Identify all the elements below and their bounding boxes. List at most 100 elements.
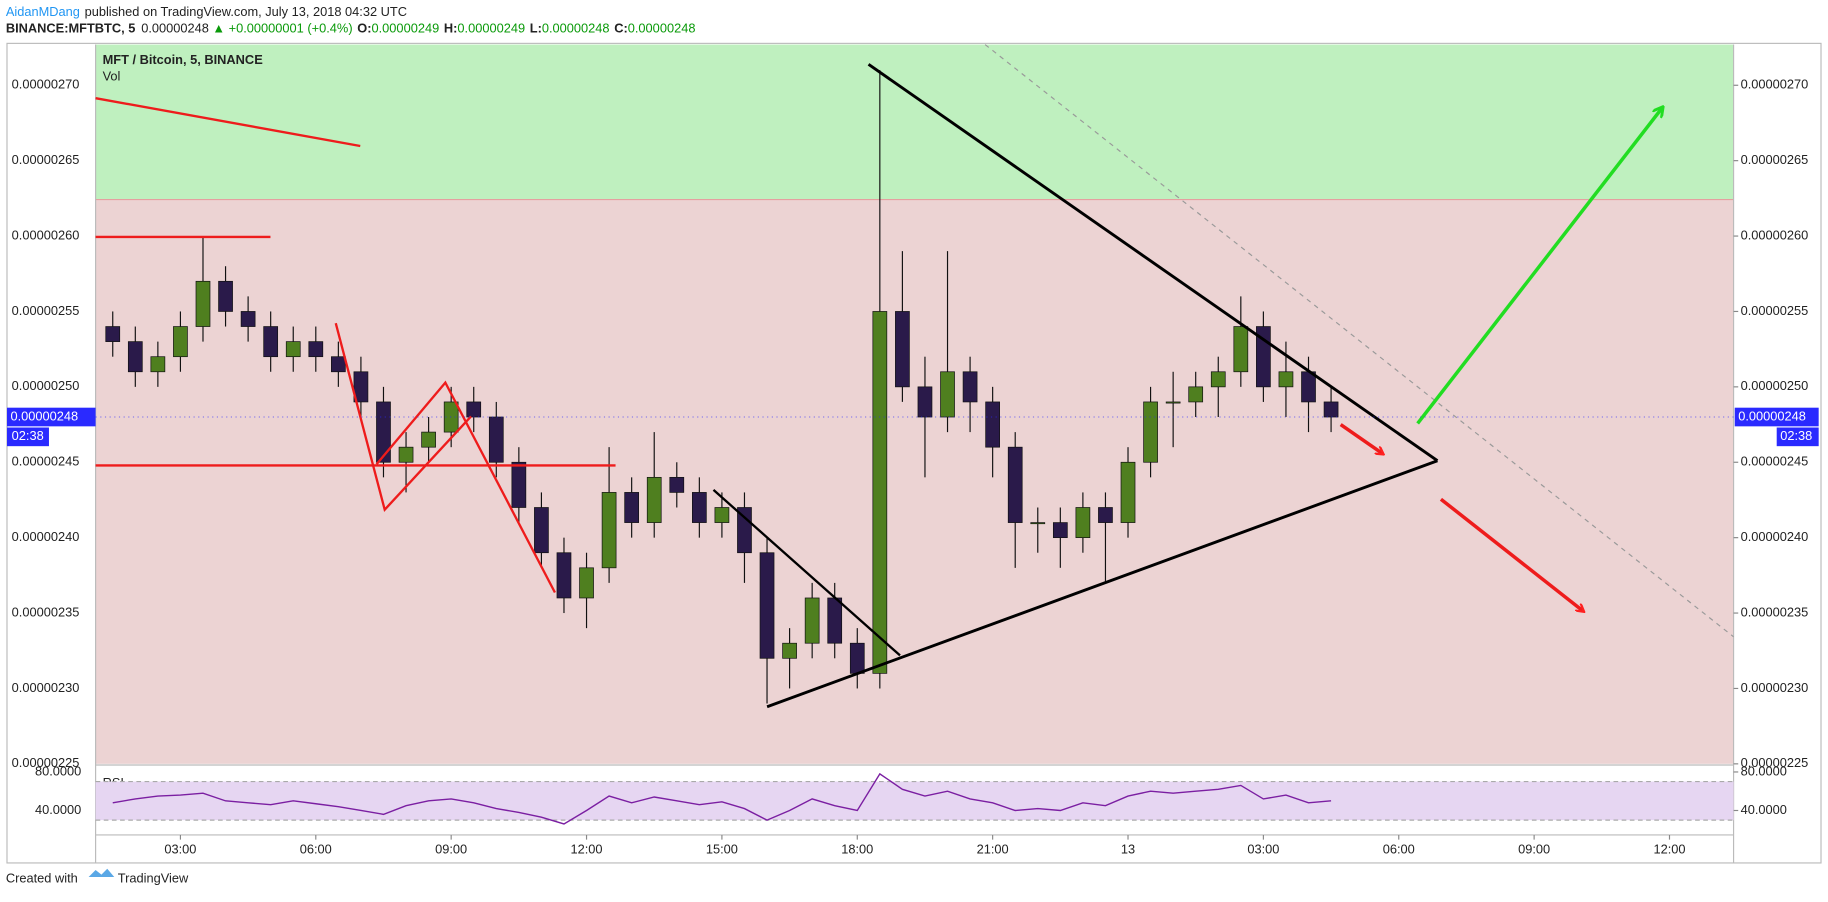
candle-body	[669, 476, 685, 493]
y-tick-label: 0.00000240	[12, 529, 80, 544]
candle-body	[917, 386, 933, 418]
candle-body	[105, 326, 121, 342]
red-trendline	[95, 97, 361, 148]
candle-body	[1233, 326, 1249, 373]
y-tick-label: 0.00000265	[1741, 152, 1809, 167]
dashed-trendline	[984, 44, 1734, 638]
low: 0.00000248	[542, 21, 610, 36]
red-arrow	[1339, 423, 1383, 454]
x-tick-label: 03:00	[1247, 842, 1279, 857]
x-tick-label: 12:00	[1653, 842, 1685, 857]
close-label: C:	[614, 21, 628, 36]
header-line-2: BINANCE:MFTBTC, 5 0.00000248 ▲ +0.00000001…	[6, 21, 696, 36]
y-tick-label: 0.00000270	[12, 77, 80, 92]
x-tick-label: 06:00	[1383, 842, 1415, 857]
footer-brand[interactable]: TradingView	[118, 871, 189, 886]
x-tick-label: 15:00	[706, 842, 738, 857]
candle-body	[511, 461, 527, 508]
candle-body	[759, 552, 775, 659]
candle-body	[782, 642, 797, 659]
triangle-lower	[766, 459, 1438, 709]
candle-body	[466, 401, 482, 418]
candle-body	[421, 431, 436, 448]
candle-body	[308, 341, 324, 358]
candles	[105, 70, 1339, 704]
candle-body	[1007, 446, 1023, 523]
candle-body	[1143, 401, 1158, 463]
y-tick-label: 0.00000225	[1741, 755, 1809, 770]
candle-body	[218, 280, 233, 312]
y-tick-label: 0.00000245	[12, 454, 80, 469]
y-tick-label: 0.00000250	[1741, 378, 1809, 393]
candle-body	[376, 401, 391, 463]
y-tick-label: 0.00000245	[1741, 454, 1809, 469]
wedge-line	[712, 489, 901, 657]
y-tick-label: 0.00000255	[12, 303, 80, 318]
logo	[88, 868, 115, 877]
price: 0.00000248	[141, 21, 209, 36]
candle-body	[150, 356, 166, 373]
x-tick-label: 18:00	[841, 842, 873, 857]
y-tick-label: 0.00000260	[1741, 227, 1809, 242]
candle-body	[285, 341, 301, 358]
pane-title: MFT / Bitcoin, 5, BINANCE	[103, 52, 264, 67]
y-tick-label: 0.00000260	[12, 227, 80, 242]
x-tick-label: 13	[1121, 842, 1135, 857]
published: published on TradingView.com, July 13, 2…	[85, 4, 407, 19]
author[interactable]: AidanMDang	[6, 4, 80, 19]
price-tag	[6, 407, 96, 427]
triangle-upper	[867, 63, 1439, 462]
resistance-zone	[95, 44, 1734, 200]
candle-body	[263, 326, 279, 358]
y-tick-label: 0.00000255	[1741, 303, 1809, 318]
candle-body	[556, 552, 572, 599]
candle-body	[714, 507, 730, 523]
close: 0.00000248	[628, 21, 696, 36]
y-tick-label: 0.00000230	[1741, 680, 1809, 695]
candle-body	[624, 492, 640, 523]
candle-body	[940, 371, 955, 418]
candle-body	[331, 356, 346, 373]
candle-body	[827, 597, 843, 644]
candle-body	[1052, 522, 1068, 539]
y-tick-label: 0.00000235	[12, 604, 80, 619]
price-tag-label: 0.00000248	[10, 408, 78, 423]
candle-body	[962, 371, 978, 403]
candle-body	[601, 492, 617, 569]
candle-body	[173, 326, 188, 358]
change: ▲ +0.00000001 (+0.4%)	[212, 21, 352, 36]
candle-body	[895, 311, 910, 388]
x-tick-label: 09:00	[1518, 842, 1550, 857]
rsi-tick-label: 80.0000	[1741, 763, 1787, 778]
candle-body	[534, 507, 549, 554]
candle-body	[127, 341, 143, 373]
x-tick-label: 12:00	[570, 842, 602, 857]
high-label: H:	[444, 21, 458, 36]
open: 0.00000249	[372, 21, 440, 36]
x-tick-label: 06:00	[300, 842, 332, 857]
rsi-band	[95, 781, 1734, 821]
red-pattern	[375, 380, 556, 594]
range-zone	[95, 199, 1734, 764]
candle-body	[398, 446, 414, 463]
candle-body	[1323, 401, 1339, 418]
candle-body	[1301, 371, 1316, 403]
open-label: O:	[357, 21, 371, 36]
candle-body	[1075, 507, 1091, 539]
y-tick-label: 0.00000235	[1741, 604, 1809, 619]
green-arrow	[1416, 107, 1663, 425]
candle-body	[646, 476, 662, 523]
price-tag	[1734, 407, 1819, 427]
candle-body	[737, 507, 752, 554]
candle-body	[985, 401, 1000, 448]
candle-body	[1165, 401, 1181, 404]
red-pattern	[334, 322, 472, 513]
candle-body	[1120, 461, 1136, 523]
rsi-line	[112, 772, 1332, 825]
countdown-label: 02:38	[1780, 428, 1812, 443]
low-label: L:	[530, 21, 542, 36]
candle-body	[1278, 371, 1294, 388]
x-tick-label: 21:00	[977, 842, 1009, 857]
y-tick-label: 0.00000270	[1741, 77, 1809, 92]
